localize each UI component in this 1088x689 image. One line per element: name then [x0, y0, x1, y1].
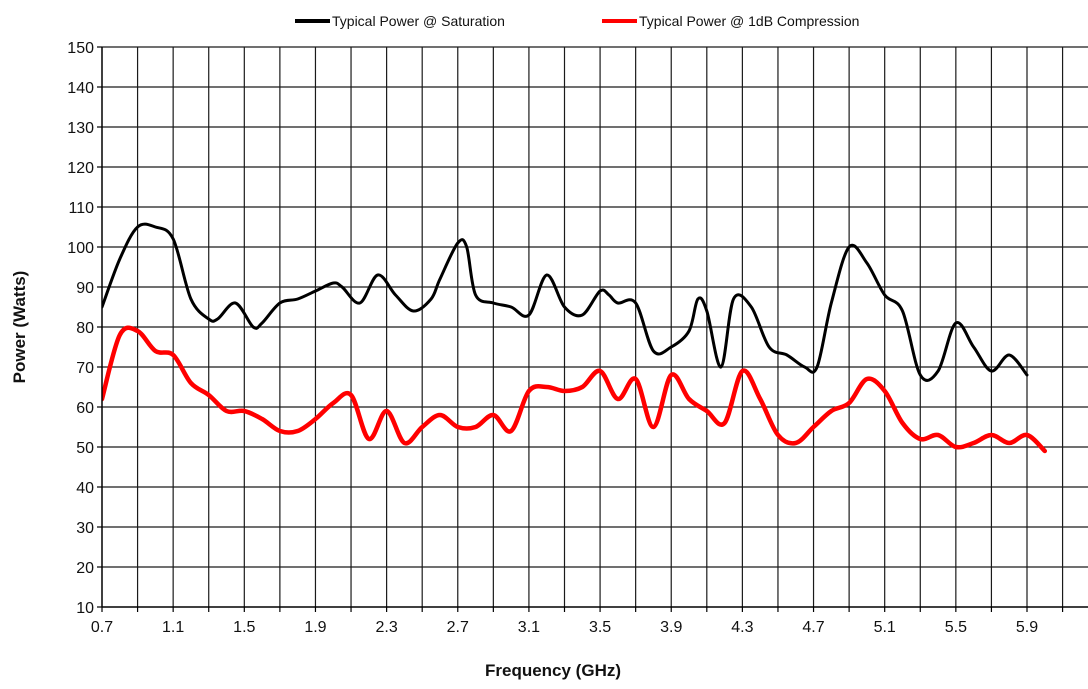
y-axis-title: Power (Watts)	[10, 271, 29, 384]
series-line-1db-compression	[102, 325, 1048, 454]
y-tick-label: 100	[67, 240, 94, 257]
legend: Typical Power @ Saturation Typical Power…	[295, 13, 859, 29]
x-tick-label: 3.1	[518, 619, 540, 636]
x-tick-label: 1.9	[304, 619, 326, 636]
axes	[97, 46, 1088, 612]
y-tick-label: 50	[76, 440, 94, 457]
x-tick-label: 1.1	[162, 619, 184, 636]
x-tick-label: 5.1	[874, 619, 896, 636]
y-tick-label: 30	[76, 520, 94, 537]
y-tick-label: 40	[76, 480, 94, 497]
x-tick-label: 2.7	[447, 619, 469, 636]
y-tick-label: 130	[67, 120, 94, 137]
y-tick-label: 60	[76, 400, 94, 417]
x-tick-label: 4.7	[802, 619, 824, 636]
x-tick-label: 3.9	[660, 619, 682, 636]
y-tick-label: 140	[67, 80, 94, 97]
y-tick-label: 80	[76, 320, 94, 337]
series-line-saturation	[102, 222, 1029, 382]
y-tick-label: 110	[68, 200, 94, 217]
x-tick-label: 0.7	[91, 619, 113, 636]
x-axis-title: Frequency (GHz)	[485, 661, 621, 680]
y-tick-label: 120	[67, 160, 94, 177]
y-tick-label: 10	[76, 600, 94, 617]
tick-labels: 10 20 30 40 50 60 70 80 90 100 110 120 130 140 150 0.7 1…	[67, 40, 1038, 636]
y-tick-label: 70	[76, 360, 94, 377]
x-tick-label: 2.3	[375, 619, 397, 636]
grid	[102, 46, 1088, 607]
y-tick-label: 150	[67, 40, 94, 57]
x-tick-label: 1.5	[233, 619, 255, 636]
legend-label-saturation: Typical Power @ Saturation	[332, 13, 505, 29]
x-tick-label: 5.5	[945, 619, 967, 636]
x-tick-label: 4.3	[731, 619, 753, 636]
x-tick-label: 3.5	[589, 619, 611, 636]
x-tick-label: 5.9	[1016, 619, 1038, 636]
y-tick-label: 20	[76, 560, 94, 577]
legend-label-1db-compression: Typical Power @ 1dB Compression	[639, 13, 859, 29]
y-tick-label: 90	[76, 280, 94, 297]
series-layer	[102, 222, 1048, 454]
